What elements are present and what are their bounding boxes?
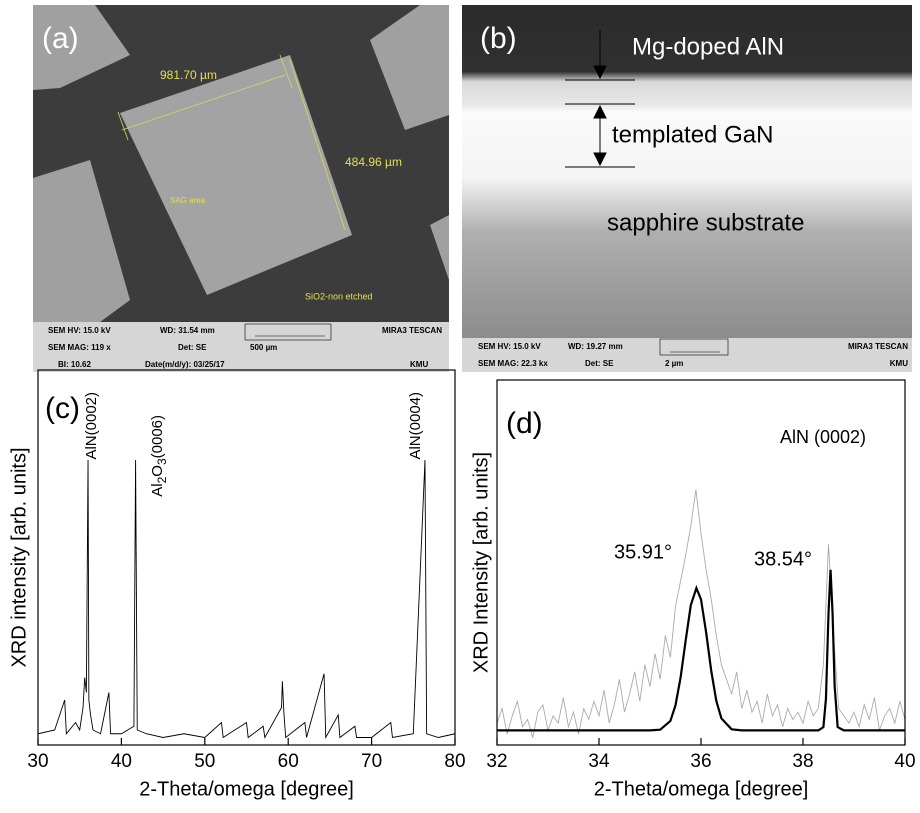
x-tick-label: 70 — [361, 751, 382, 772]
measure-label: 484.96 µm — [345, 155, 402, 169]
annotation: 35.91° — [614, 541, 672, 563]
info-text: KMU — [410, 360, 428, 369]
x-tick-label: 32 — [486, 751, 507, 772]
info-text: MIRA3 TESCAN — [848, 342, 908, 351]
x-tick-label: 50 — [194, 751, 215, 772]
plot-frame — [38, 370, 455, 745]
x-tick-label: 38 — [792, 751, 813, 772]
info-text: 500 µm — [250, 343, 277, 352]
panel-label: (c) — [45, 392, 80, 425]
info-text: WD: 31.54 mm — [160, 326, 215, 335]
region-label: SAG area — [170, 196, 206, 205]
panel-label: (b) — [480, 22, 517, 55]
x-tick-label: 40 — [894, 751, 915, 772]
x-tick-label: 36 — [690, 751, 711, 772]
measure-label: 981.70 µm — [160, 68, 217, 82]
x-tick-label: 30 — [27, 751, 48, 772]
info-text: 2 µm — [665, 359, 683, 368]
sem-image-b: Mg-doped AlN templated GaN sapphire subs… — [462, 5, 912, 372]
data-line — [497, 490, 905, 738]
info-text: SEM HV: 15.0 kV — [48, 326, 111, 335]
layer-label: sapphire substrate — [607, 209, 804, 236]
annotation: AlN(0002) — [83, 392, 100, 460]
x-tick-label: 80 — [444, 751, 465, 772]
page: 981.70 µm 484.96 µm SAG area SiO2-non et… — [0, 0, 920, 813]
info-text: WD: 19.27 mm — [568, 342, 623, 351]
info-text: Det: SE — [178, 343, 207, 352]
figure: 981.70 µm 484.96 µm SAG area SiO2-non et… — [0, 0, 920, 813]
y-axis-label: XRD Intensity [arb. units] — [470, 452, 492, 673]
x-tick-label: 34 — [588, 751, 610, 772]
annotation: 38.54° — [754, 548, 812, 570]
info-text: KMU — [890, 359, 908, 368]
data-line — [38, 460, 455, 738]
panel-label: (a) — [42, 22, 79, 55]
x-tick-label: 60 — [278, 751, 299, 772]
info-text: Det: SE — [585, 359, 614, 368]
region-label: SiO2-non etched — [305, 291, 373, 301]
y-axis-label: XRD intensity [arb. units] — [8, 447, 30, 667]
sem-image-a: 981.70 µm 484.96 µm SAG area SiO2-non et… — [33, 5, 449, 372]
info-text: MIRA3 TESCAN — [382, 326, 442, 335]
info-text: SEM MAG: 119 x — [48, 343, 111, 352]
info-text: Date(m/d/y): 03/25/17 — [145, 360, 225, 369]
x-axis-label: 2-Theta/omega [degree] — [139, 778, 354, 800]
data-line — [497, 570, 905, 731]
info-text: BI: 10.62 — [58, 360, 91, 369]
annotation: AlN(0004) — [407, 392, 424, 460]
info-text: SEM HV: 15.0 kV — [478, 342, 541, 351]
x-tick-label: 40 — [111, 751, 132, 772]
annotation: Al2O3(0006) — [149, 415, 169, 497]
info-text: SEM MAG: 22.3 kx — [478, 359, 548, 368]
layer-label: templated GaN — [612, 121, 773, 148]
x-axis-label: 2-Theta/omega [degree] — [594, 778, 809, 800]
layer-label: Mg-doped AlN — [632, 33, 784, 60]
panel-label: (d) — [506, 407, 543, 440]
annotation: AlN (0002) — [780, 427, 866, 447]
